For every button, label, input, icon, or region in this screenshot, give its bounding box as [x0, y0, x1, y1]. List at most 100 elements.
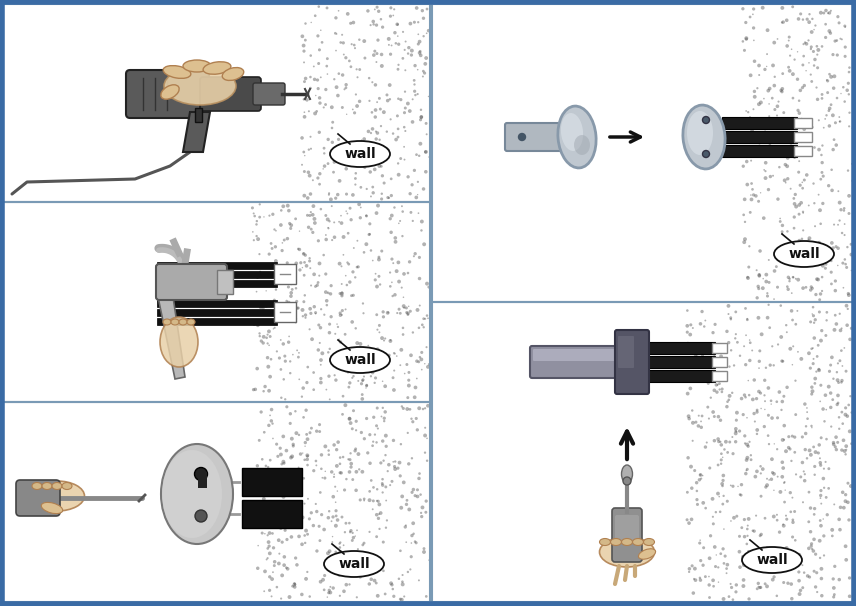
Point — [355, 390, 369, 399]
Point — [776, 472, 789, 482]
Point — [702, 414, 716, 424]
Point — [272, 559, 286, 568]
Point — [305, 224, 318, 234]
Point — [712, 437, 726, 447]
Point — [767, 361, 781, 370]
Point — [389, 464, 402, 474]
Point — [349, 168, 363, 178]
Point — [303, 591, 317, 601]
Point — [344, 215, 358, 225]
Point — [821, 8, 835, 18]
Point — [260, 518, 274, 528]
Point — [747, 526, 761, 536]
Point — [377, 456, 390, 465]
Point — [852, 70, 856, 79]
Point — [808, 315, 822, 325]
Point — [792, 14, 805, 24]
Point — [269, 285, 282, 295]
Point — [398, 108, 412, 118]
Point — [372, 161, 386, 171]
Point — [795, 458, 809, 467]
Ellipse shape — [41, 502, 62, 514]
Point — [758, 579, 772, 588]
Point — [833, 216, 847, 225]
Point — [330, 461, 344, 471]
Point — [394, 95, 407, 104]
Point — [314, 464, 328, 474]
Point — [341, 258, 354, 267]
Point — [725, 582, 739, 592]
Point — [754, 461, 768, 471]
Ellipse shape — [330, 347, 390, 373]
Point — [358, 53, 372, 63]
Point — [833, 356, 847, 365]
Point — [721, 448, 734, 458]
Point — [311, 31, 324, 41]
Point — [318, 161, 331, 171]
Point — [838, 446, 852, 456]
Point — [304, 308, 318, 318]
Point — [402, 368, 416, 378]
Point — [785, 594, 799, 604]
Bar — [157, 280, 277, 287]
Point — [325, 201, 339, 211]
Point — [258, 427, 271, 437]
Point — [776, 221, 789, 230]
Point — [313, 536, 327, 545]
Point — [313, 98, 327, 108]
Point — [747, 56, 761, 66]
Point — [746, 395, 759, 404]
Point — [838, 42, 852, 52]
Point — [800, 453, 814, 463]
Point — [398, 155, 412, 164]
Point — [776, 519, 790, 529]
Point — [746, 4, 760, 14]
Point — [286, 473, 300, 483]
Point — [750, 429, 764, 439]
Point — [317, 102, 330, 112]
Point — [716, 499, 729, 509]
Point — [805, 544, 819, 554]
Point — [267, 543, 281, 553]
Point — [751, 84, 764, 93]
Point — [314, 73, 328, 82]
Point — [845, 408, 856, 418]
Point — [785, 44, 799, 54]
Point — [805, 282, 818, 291]
Bar — [157, 309, 277, 316]
Point — [687, 588, 700, 598]
Point — [838, 21, 852, 31]
Point — [397, 591, 411, 601]
Point — [294, 520, 307, 530]
Point — [375, 162, 389, 171]
Point — [776, 397, 789, 407]
Point — [300, 193, 314, 203]
Point — [815, 42, 829, 52]
Point — [773, 243, 787, 253]
Point — [749, 191, 763, 201]
Point — [823, 8, 836, 18]
Point — [736, 552, 750, 562]
Point — [823, 367, 836, 376]
Point — [746, 345, 759, 355]
Point — [691, 499, 704, 509]
Point — [762, 146, 776, 156]
Point — [366, 107, 379, 117]
Point — [720, 402, 734, 411]
Point — [796, 498, 810, 507]
Point — [733, 426, 746, 436]
Point — [413, 48, 426, 58]
Point — [721, 397, 734, 407]
Point — [350, 338, 364, 348]
Point — [740, 157, 753, 167]
Point — [419, 342, 433, 352]
Point — [335, 468, 348, 478]
Point — [807, 198, 821, 208]
Point — [782, 245, 796, 255]
Point — [299, 438, 312, 447]
Point — [752, 269, 766, 279]
Point — [247, 235, 261, 245]
Point — [730, 511, 744, 521]
Point — [836, 258, 850, 268]
Point — [720, 568, 734, 578]
